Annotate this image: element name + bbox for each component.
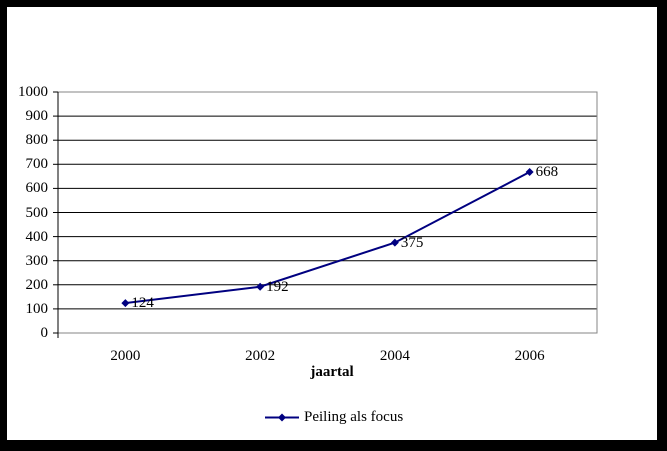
y-tick-label: 100: [25, 300, 49, 317]
y-tick-label: 200: [25, 276, 49, 293]
x-tick-label: 2006: [514, 348, 545, 364]
plot-border: [58, 91, 598, 334]
y-tick-label: 700: [25, 156, 49, 173]
legend-label: Peiling als focus: [304, 408, 404, 425]
data-point-label: 192: [266, 278, 289, 295]
data-point-marker: [256, 282, 265, 291]
series-line: [125, 171, 531, 305]
data-point-marker: [525, 168, 534, 177]
y-tick-label: 900: [25, 108, 49, 125]
y-tick-label: 300: [25, 252, 49, 269]
chart-canvas: 0 100 200 300 400 500 600 700 800 900 1000 2000 200…: [7, 7, 657, 440]
y-tick-label: 800: [25, 132, 49, 149]
y-tick-label: 600: [25, 180, 49, 197]
data-point-label: 124: [131, 295, 154, 312]
data-point-label: 375: [400, 234, 424, 251]
legend-diamond-icon: [278, 413, 286, 421]
data-point-marker: [121, 299, 130, 308]
y-tick-label: 500: [25, 204, 49, 221]
legend-line-marker-icon: [265, 413, 299, 421]
x-axis-title: jaartal: [310, 364, 354, 380]
plot-svg: [53, 91, 598, 338]
legend: Peiling als focus: [265, 408, 403, 426]
data-point-label: 668: [535, 164, 559, 180]
y-tick-label: 400: [25, 228, 49, 245]
data-point-marker: [390, 238, 399, 247]
x-tick-label: 2002: [245, 348, 276, 364]
y-tick-label: 1000: [18, 84, 48, 100]
x-tick-label: 2004: [379, 348, 410, 364]
x-tick-label: 2000: [110, 348, 141, 364]
y-tick-label: 0: [40, 325, 49, 341]
